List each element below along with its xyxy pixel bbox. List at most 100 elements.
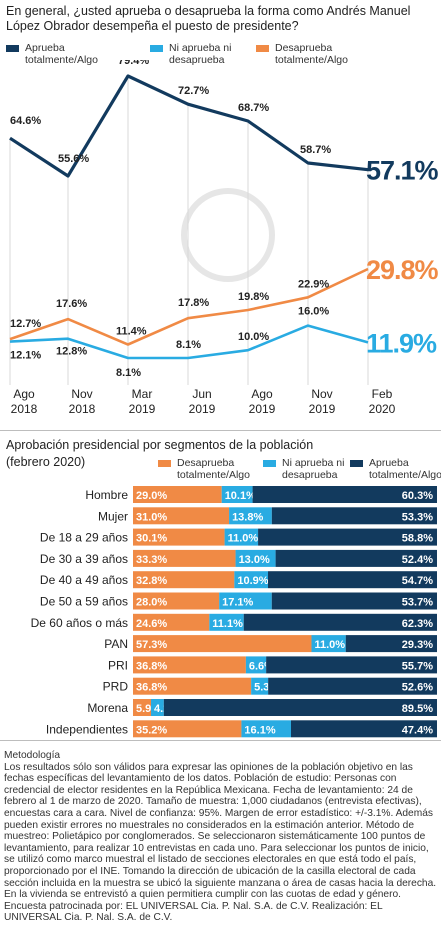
bar-neutral (219, 592, 272, 610)
bar-category-label: De 30 a 39 años (40, 552, 128, 566)
data-label: 8.1% (176, 339, 201, 351)
bar-legend-disapprove-label: Desaprueba totalmente/Algo (177, 457, 250, 481)
bar-disapprove (133, 549, 236, 567)
legend-neutral-swatch (150, 45, 163, 52)
methodology: Metodología Los resultados sólo son váli… (4, 750, 439, 924)
line-labels: 64.6% 55.6% 79.4% 72.7% 68.7% 58.7% 57.1% 12.1%… (10, 60, 440, 379)
x-tick-label: 2018 (11, 402, 38, 416)
bar-value-label: 33.3% (136, 554, 167, 566)
data-label: 16.0% (298, 306, 329, 318)
watermark-seal (181, 188, 275, 282)
bar-value-label: 53.3% (402, 511, 433, 523)
x-tick-label: Nov (71, 387, 92, 401)
x-tick-label: Mar (132, 387, 153, 401)
bar-approve (258, 528, 437, 546)
bar-category-label: Mujer (98, 509, 128, 523)
bar-legend-approve-swatch (350, 460, 363, 467)
bar-value-label: 17.1% (222, 597, 253, 609)
x-tick-label: Ago (13, 387, 35, 401)
line-chart: 64.6% 55.6% 79.4% 72.7% 68.7% 58.7% 57.1% 12.1%… (9, 60, 440, 416)
bar-neutral (221, 486, 253, 503)
bar-value-label: 53.7% (402, 597, 433, 609)
bar-approve (266, 656, 437, 674)
bar-value-label: 57.3% (136, 639, 167, 651)
line-chart-decor (9, 76, 369, 385)
bar-neutral (229, 507, 272, 525)
bar-value-label: 58.8% (402, 533, 433, 545)
data-label-big: 29.8% (366, 255, 439, 285)
bar-value-label: 47.4% (402, 724, 433, 736)
bar-disapprove (133, 507, 230, 525)
bar-approve (268, 677, 437, 695)
line-x-axis: Ago2018Nov2018Mar2019Jun2019Ago2019Nov20… (11, 387, 396, 416)
section-divider (0, 430, 441, 431)
bar-legend-neutral-label: Ni aprueba ni desaprueba (282, 457, 345, 481)
bar-legend-neutral: Ni aprueba ni desaprueba (263, 457, 348, 481)
bar-value-label: 31.0% (136, 511, 167, 523)
data-label-big: 57.1% (366, 156, 439, 186)
data-label-big: 11.9% (366, 328, 437, 358)
data-label: 72.7% (178, 85, 209, 97)
bar-legend-disapprove-swatch (158, 460, 171, 467)
bar-legend-disapprove: Desaprueba totalmente/Algo (158, 457, 258, 481)
legend-disapprove-swatch (256, 45, 269, 52)
bar-value-label: 10.9% (237, 575, 268, 587)
chart-title: En general, ¿usted aprueba o desaprueba … (6, 4, 411, 33)
bar-neutral (235, 549, 276, 567)
x-tick-label: 2018 (69, 402, 96, 416)
bar-value-label: 11.0% (228, 533, 259, 545)
bar-neutral (251, 677, 269, 695)
bar-value-label: 89.5% (402, 703, 433, 715)
series-line-neutral (9, 324, 369, 360)
bar-category-label: Hombre (85, 488, 128, 502)
data-label: 79.4% (118, 60, 149, 67)
bar-legend-neutral-swatch (263, 460, 276, 467)
bar-disapprove (133, 720, 242, 738)
bar-neutral (151, 699, 164, 716)
legend-approve: Aprueba totalmente/Algo (6, 42, 136, 66)
bar-value-label: 36.8% (136, 682, 167, 694)
data-label: 19.8% (238, 291, 269, 303)
x-tick-label: 2020 (369, 402, 396, 416)
line-series (9, 74, 369, 360)
bar-value-label: 60.3% (402, 490, 433, 502)
bar-approve (268, 571, 437, 589)
bar-disapprove (133, 677, 252, 695)
data-label: 11.4% (116, 325, 147, 337)
bar-approve (271, 592, 437, 610)
section-divider-2 (0, 740, 441, 741)
bar-value-label: 36.8% (136, 660, 167, 672)
bar-disapprove (133, 613, 210, 631)
bar-category-label: Independientes (46, 722, 128, 736)
data-label: 68.7% (238, 102, 269, 114)
data-label: 12.8% (56, 346, 87, 358)
bar-value-label: 29.0% (136, 490, 167, 502)
bar-neutral (241, 720, 292, 738)
bar-approve (291, 720, 437, 738)
series-line-disapprove (9, 267, 369, 346)
bar-value-label: 10.1% (225, 490, 256, 502)
legend-approve-swatch (6, 45, 19, 52)
legend-neutral: Ni aprueba ni desaprueba (150, 42, 250, 66)
x-tick-label: 2019 (189, 402, 216, 416)
bar-value-label: 13.8% (232, 511, 263, 523)
bar-value-label: 52.4% (402, 554, 433, 566)
bar-neutral (234, 571, 269, 589)
data-label: 8.1% (116, 367, 141, 379)
bar-value-label: 29.3% (402, 639, 433, 651)
bar-value-label: 24.6% (136, 618, 167, 630)
bar-category-label: De 18 a 29 años (40, 531, 128, 545)
bar-value-label: 35.2% (136, 724, 167, 736)
bar-neutral (311, 635, 346, 653)
bar-approve (243, 613, 437, 631)
methodology-heading: Metodología (4, 750, 61, 761)
x-tick-label: Ago (251, 387, 273, 401)
bar-category-label: De 50 a 59 años (40, 595, 128, 609)
bar-category-label: Morena (87, 701, 128, 715)
bar-value-label: 13.0% (239, 554, 270, 566)
bar-disapprove (133, 528, 225, 546)
bar-approve (345, 635, 437, 653)
bar-neutral (209, 613, 244, 631)
x-tick-label: 2019 (309, 402, 336, 416)
bar-disapprove (133, 571, 235, 589)
